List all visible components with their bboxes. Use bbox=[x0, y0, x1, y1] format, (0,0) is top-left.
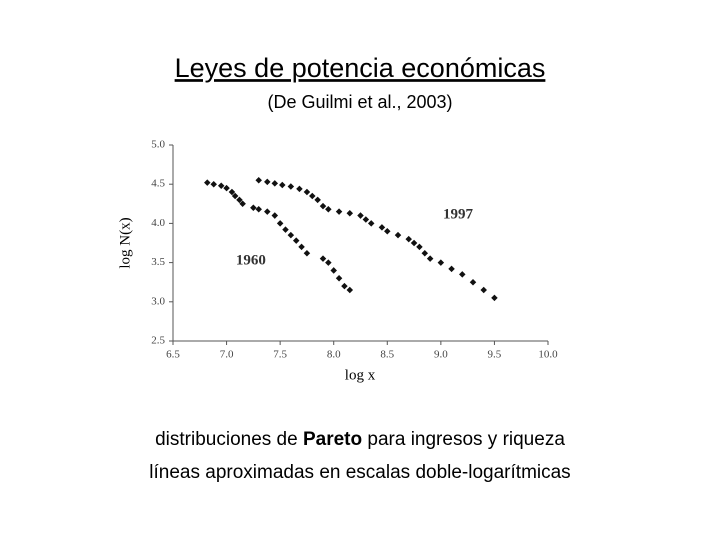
point bbox=[335, 275, 343, 282]
y-tick-label: 5.0 bbox=[151, 139, 165, 151]
point bbox=[469, 278, 477, 286]
footer-part: distribuciones de bbox=[155, 429, 303, 450]
point bbox=[292, 237, 300, 244]
title: Leyes de potencia económicas bbox=[175, 53, 546, 83]
point bbox=[330, 267, 337, 274]
point bbox=[319, 255, 327, 262]
x-tick-label: 9.0 bbox=[434, 349, 448, 361]
footer-line: distribuciones de Pareto para ingresos y… bbox=[155, 429, 565, 450]
point bbox=[228, 188, 236, 196]
point bbox=[341, 282, 348, 290]
point bbox=[459, 271, 466, 278]
point bbox=[271, 212, 279, 219]
y-tick-label: 4.0 bbox=[151, 217, 165, 229]
point bbox=[255, 177, 262, 184]
point bbox=[279, 181, 286, 189]
footer-line: líneas aproximadas en escalas doble-loga… bbox=[149, 462, 570, 483]
point bbox=[223, 184, 230, 192]
x-tick-label: 10.0 bbox=[538, 349, 558, 361]
point bbox=[426, 255, 434, 262]
point bbox=[210, 180, 217, 188]
point bbox=[362, 216, 370, 223]
point bbox=[346, 286, 354, 294]
point bbox=[264, 208, 271, 215]
point bbox=[405, 235, 412, 243]
x-tick-label: 7.0 bbox=[220, 349, 234, 361]
point bbox=[276, 220, 284, 227]
point bbox=[303, 188, 311, 196]
point bbox=[217, 182, 225, 190]
point bbox=[416, 243, 423, 251]
footer-part: Pareto bbox=[303, 429, 362, 450]
point bbox=[282, 226, 289, 233]
x-tick-label: 6.5 bbox=[166, 349, 180, 361]
point bbox=[410, 239, 418, 247]
point bbox=[394, 231, 402, 239]
point bbox=[287, 183, 295, 190]
x-tick-label: 8.0 bbox=[327, 349, 341, 361]
x-tick-label: 8.5 bbox=[380, 349, 394, 361]
x-axis-label: log x bbox=[345, 367, 376, 383]
point bbox=[314, 196, 321, 204]
point bbox=[231, 192, 239, 200]
point bbox=[204, 179, 211, 186]
y-tick-label: 4.5 bbox=[151, 178, 165, 190]
point bbox=[421, 249, 429, 257]
y-tick-label: 3.0 bbox=[151, 295, 165, 307]
point bbox=[346, 209, 354, 217]
point bbox=[491, 294, 498, 302]
point bbox=[298, 243, 305, 251]
point bbox=[319, 202, 327, 210]
point bbox=[296, 185, 303, 193]
point bbox=[448, 265, 455, 273]
series-label: 1960 bbox=[236, 253, 266, 269]
subtitle: (De Guilmi et al., 2003) bbox=[267, 92, 452, 112]
point bbox=[309, 192, 316, 200]
y-axis-label: log N(x) bbox=[117, 217, 133, 268]
point bbox=[357, 212, 364, 219]
point bbox=[480, 286, 487, 294]
point bbox=[384, 227, 391, 235]
point bbox=[325, 206, 332, 213]
point bbox=[437, 259, 445, 266]
x-tick-label: 9.5 bbox=[488, 349, 502, 361]
point bbox=[239, 200, 246, 208]
y-tick-label: 2.5 bbox=[151, 335, 165, 347]
series-label: 1997 bbox=[443, 207, 474, 223]
point bbox=[287, 231, 295, 239]
point bbox=[378, 224, 386, 231]
point bbox=[303, 249, 311, 257]
point bbox=[255, 206, 262, 213]
footer-part: para ingresos y riqueza bbox=[362, 429, 565, 450]
point bbox=[250, 204, 257, 211]
point bbox=[367, 220, 375, 227]
point bbox=[271, 180, 279, 187]
x-tick-label: 7.5 bbox=[273, 349, 287, 361]
point bbox=[325, 259, 332, 266]
point bbox=[236, 196, 243, 204]
point bbox=[264, 178, 271, 186]
y-tick-label: 3.5 bbox=[151, 256, 165, 268]
point bbox=[335, 208, 343, 215]
